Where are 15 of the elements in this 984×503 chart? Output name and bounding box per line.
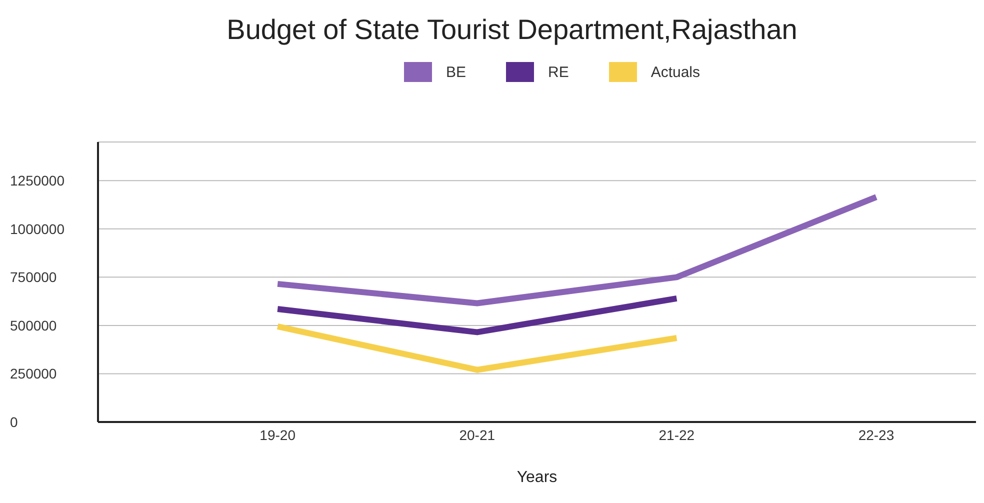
x-axis-title: Years	[516, 469, 558, 486]
y-tick-label: 500000	[10, 317, 57, 334]
y-tick-label: 0	[10, 414, 18, 430]
x-tick-label: 21-22	[658, 426, 695, 443]
y-tick-label: 1250000	[10, 172, 65, 189]
y-tick-label: 750000	[10, 269, 57, 286]
y-tick-label: 250000	[10, 366, 57, 382]
legend-label: BE	[444, 62, 466, 82]
chart-title: Budget of State Tourist Department,Rajasthan	[226, 13, 798, 47]
legend-label: Actuals	[650, 62, 700, 82]
legend-label: RE	[546, 62, 569, 82]
y-tick-label: 1000000	[10, 220, 65, 237]
x-tick-label: 19-20	[260, 426, 296, 443]
x-tick-label: 22-23	[858, 426, 894, 443]
x-tick-label: 20-21	[459, 426, 496, 443]
